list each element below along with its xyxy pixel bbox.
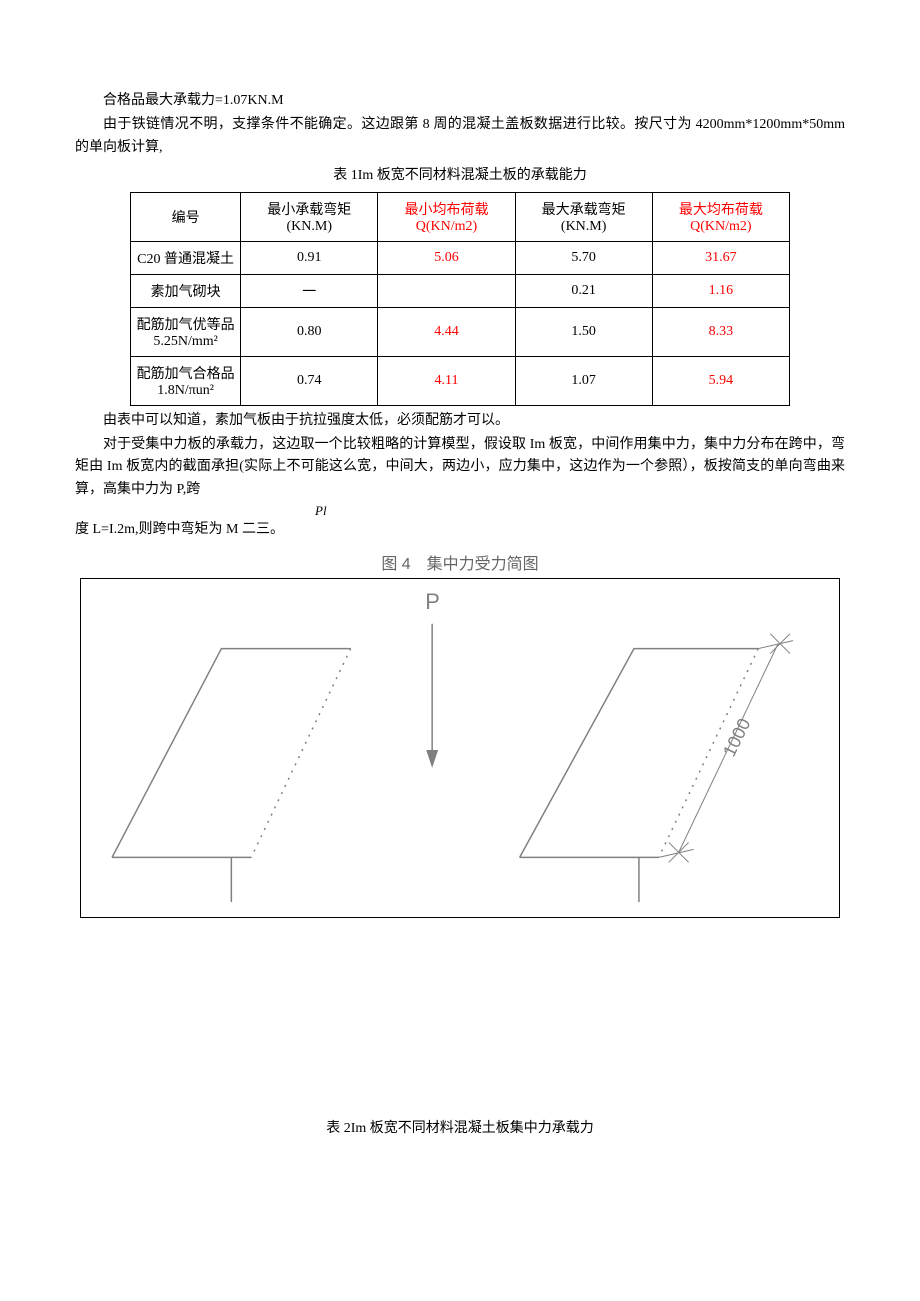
line-2: 由于铁链情况不明，支撑条件不能确定。这边跟第 8 周的混凝土盖板数据进行比较。按…	[75, 114, 845, 159]
right-slab-right	[659, 648, 758, 857]
table-header-row: 编号 最小承载弯矩 (KN.M) 最小均布荷载 Q(KN/m2) 最大承载弯矩 …	[131, 192, 790, 241]
table-row: C20 普通混凝土 0.91 5.06 5.70 31.67	[131, 241, 790, 274]
left-slab-top	[112, 648, 351, 857]
th-max-moment: 最大承载弯矩 (KN.M)	[515, 192, 652, 241]
para-2: 对于受集中力板的承载力，这边取一个比较粗略的计算模型，假设取 Im 板宽，中间作…	[75, 434, 845, 501]
th-text: (KN.M)	[561, 219, 607, 234]
cell: 0.74	[241, 356, 378, 405]
table-row: 素加气砌块 一 0.21 1.16	[131, 274, 790, 307]
cell: 8.33	[652, 307, 789, 356]
th-text: 最大承载弯矩	[542, 203, 626, 218]
line-1: 合格品最大承载力=1.07KN.M	[75, 90, 845, 112]
th-text: (KN.M)	[287, 219, 333, 234]
table-row: 配筋加气合格品 1.8N/πun² 0.74 4.11 1.07 5.94	[131, 356, 790, 405]
figure-4-title: 图 4 集中力受力简图	[75, 550, 845, 574]
cell: 1.16	[652, 274, 789, 307]
cell: 1.50	[515, 307, 652, 356]
cell: 0.80	[241, 307, 378, 356]
left-slab-right	[251, 648, 350, 857]
cell: C20 普通混凝土	[131, 241, 241, 274]
cell: 配筋加气优等品 5.25N/mm²	[131, 307, 241, 356]
cell: 5.94	[652, 356, 789, 405]
dim-1000-label: 1000	[719, 715, 754, 760]
figure-4: P 1000	[80, 578, 840, 918]
table-row: 配筋加气优等品 5.25N/mm² 0.80 4.44 1.50 8.33	[131, 307, 790, 356]
p-label: P	[425, 588, 440, 613]
th-max-load: 最大均布荷载 Q(KN/m2)	[652, 192, 789, 241]
cell	[378, 274, 515, 307]
cell: 1.07	[515, 356, 652, 405]
cell: 5.06	[378, 241, 515, 274]
cell: 5.70	[515, 241, 652, 274]
cell: 0.21	[515, 274, 652, 307]
after-table-text: 由表中可以知道，素加气板由于抗拉强度太低，必须配筋才可以。	[75, 410, 845, 432]
th-text: 最小均布荷载	[404, 203, 488, 218]
cell: 4.44	[378, 307, 515, 356]
th-text: 最大均布荷载	[679, 203, 763, 218]
cell: 4.11	[378, 356, 515, 405]
cell: 配筋加气合格品 1.8N/πun²	[131, 356, 241, 405]
table2-title: 表 2Im 板宽不同材料混凝土板集中力承载力	[75, 1118, 845, 1140]
pl-label: Pl	[315, 503, 845, 519]
table1-title: 表 1Im 板宽不同材料混凝土板的承载能力	[75, 165, 845, 187]
cell: 一	[241, 274, 378, 307]
th-min-moment: 最小承载弯矩 (KN.M)	[241, 192, 378, 241]
th-min-load: 最小均布荷载 Q(KN/m2)	[378, 192, 515, 241]
th-text: Q(KN/m2)	[416, 219, 477, 234]
force-arrow-head	[426, 750, 438, 768]
cell: 31.67	[652, 241, 789, 274]
cell: 素加气砌块	[131, 274, 241, 307]
th-text: Q(KN/m2)	[690, 219, 751, 234]
th-text: 最小承载弯矩	[267, 203, 351, 218]
table-1: 编号 最小承载弯矩 (KN.M) 最小均布荷载 Q(KN/m2) 最大承载弯矩 …	[130, 192, 790, 406]
force-diagram-svg: P 1000	[81, 579, 839, 917]
cell: 0.91	[241, 241, 378, 274]
para-3: 度 L=I.2m,则跨中弯矩为 M 二三。	[75, 519, 845, 541]
th-id: 编号	[131, 192, 241, 241]
